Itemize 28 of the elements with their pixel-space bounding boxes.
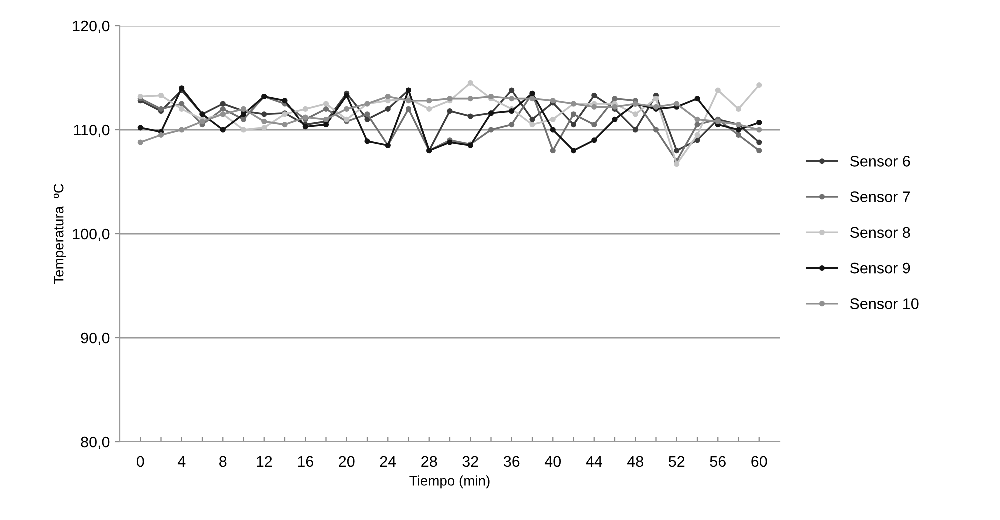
x-tick-label: 12 (257, 456, 272, 467)
y-tick-label: 110,0 (74, 124, 110, 138)
legend-label: Sensor 9 (850, 262, 910, 274)
y-tick-label: 100,0 (73, 228, 110, 242)
legend-label: Sensor 7 (850, 192, 910, 202)
x-tick-label: 16 (298, 456, 314, 468)
x-tick-label: 4 (178, 456, 186, 467)
x-tick-label: 40 (544, 456, 562, 468)
x-tick-label: 60 (752, 456, 768, 468)
x-tick-label: 52 (668, 456, 685, 468)
y-tick-label: 80,0 (81, 436, 110, 450)
x-tick-label: 28 (422, 456, 438, 468)
y-tick-label: 120,0 (73, 20, 110, 34)
x-tick-label: 44 (586, 456, 602, 467)
legend-label: Sensor 10 (850, 298, 919, 310)
x-tick-label: 20 (339, 456, 355, 468)
x-tick-label: 48 (627, 456, 644, 468)
legend-label: Sensor 8 (850, 227, 910, 238)
x-tick-label: 0 (136, 456, 144, 468)
x-tick-label: 32 (462, 456, 478, 468)
x-axis-title: Tiempo (min) (410, 476, 490, 489)
x-tick-label: 56 (710, 456, 726, 468)
legend-label: Sensor 6 (850, 156, 910, 167)
y-axis-title: Temperatura ºC (54, 184, 66, 284)
x-tick-label: 36 (504, 456, 520, 468)
x-tick-label: 24 (380, 456, 396, 467)
x-tick-label: 8 (220, 456, 227, 468)
y-tick-label: 90,0 (81, 332, 110, 346)
